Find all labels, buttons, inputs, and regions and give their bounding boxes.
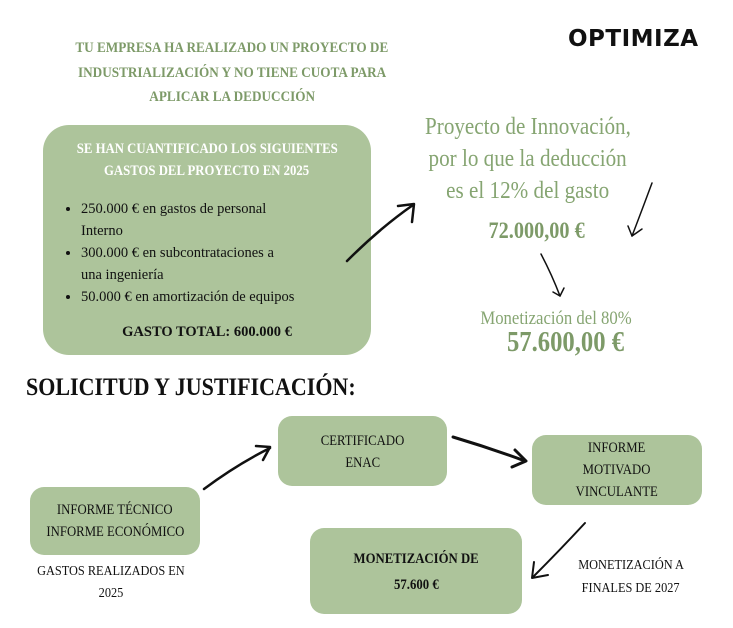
monetizacion-timing-label: MONETIZACIÓN A FINALES DE 2027 [578,558,684,596]
expenses-title: SE HAN CUANTIFICADO LOS SIGUIENTES GASTO… [76,141,338,179]
headline-line: TU EMPRESA HA REALIZADO UN PROYECTO DE [75,40,389,56]
headline-line: APLICAR LA DEDUCCIÓN [149,89,315,105]
optimiza-logo: OPTIMIZA [568,26,699,52]
monetization-label: Monetización del 80% [480,308,632,329]
section-title: SOLICITUD Y JUSTIFICACIÓN: [26,374,356,401]
expense-item: 50.000 € en amortización de equipos [81,286,371,308]
headline-line: INDUSTRIALIZACIÓN Y NO TIENE CUOTA PARA [77,64,387,81]
informe-motivado-box: INFORME MOTIVADO VINCULANTE [532,435,702,505]
deduction-text: Proyecto de Innovación, por lo que la de… [425,114,631,204]
informe-tecnico-box: INFORME TÉCNICO INFORME ECONÓMICO [30,487,200,555]
arrow-motivado-to-monetizacion [531,522,586,579]
expenses-box: SE HAN CUANTIFICADO LOS SIGUIENTES GASTO… [43,125,371,355]
monetizacion-box: MONETIZACIÓN DE 57.600 € [310,528,522,614]
arrow-expenses-to-deduction [345,202,416,263]
arrow-deduction-to-amount [627,182,653,237]
monetization-amount: 57.600,00 € [506,327,624,358]
gastos-label: GASTOS REALIZADOS EN 2025 [37,564,185,601]
expense-total: GASTO TOTAL: 600.000 € [122,324,292,340]
headline: TU EMPRESA HA REALIZADO UN PROYECTO DE I… [20,36,444,110]
arrow-certificado-to-motivado [451,435,528,469]
deduction-amount: 72.000,00 € [488,218,586,243]
arrow-informe-to-certificado [202,444,272,491]
arrow-amount-to-monetization [540,253,565,297]
certificado-box: CERTIFICADO ENAC [278,416,447,486]
